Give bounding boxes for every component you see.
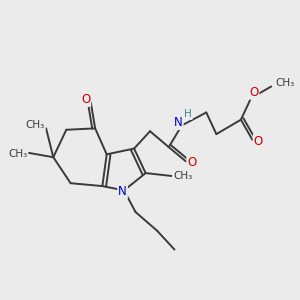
- Text: H: H: [184, 110, 192, 119]
- Text: CH₃: CH₃: [8, 149, 27, 159]
- Text: O: O: [254, 135, 263, 148]
- Text: O: O: [81, 93, 90, 106]
- Text: CH₃: CH₃: [276, 78, 295, 88]
- Text: CH₃: CH₃: [173, 171, 192, 181]
- Text: O: O: [249, 86, 259, 99]
- Text: N: N: [174, 116, 183, 129]
- Text: O: O: [187, 157, 196, 169]
- Text: CH₃: CH₃: [26, 120, 45, 130]
- Text: N: N: [118, 185, 127, 198]
